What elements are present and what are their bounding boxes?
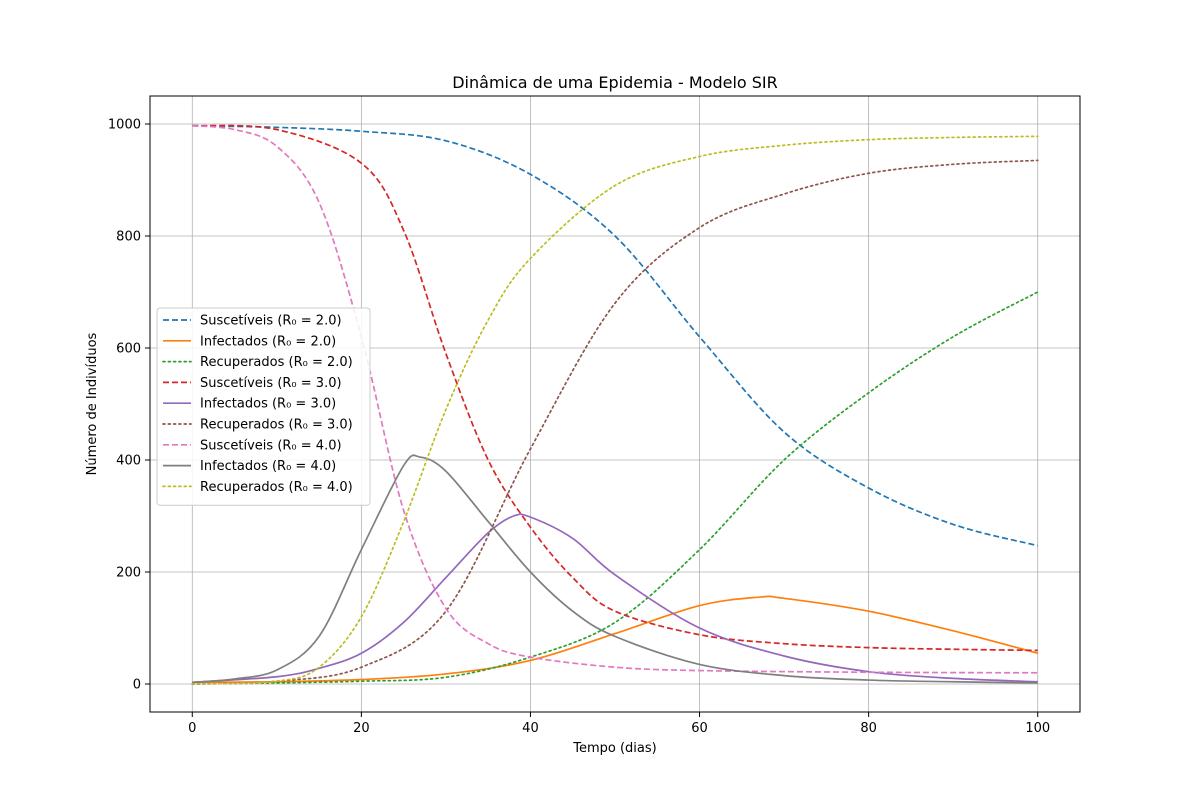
y-axis-label: Número de Indivíduos [85,332,100,475]
legend-label: Suscetíveis (R₀ = 3.0) [200,376,342,391]
chart-title: Dinâmica de uma Epidemia - Modelo SIR [452,73,778,92]
y-tick-label: 600 [116,342,141,357]
x-tick-label: 20 [353,721,370,736]
axes-frame [149,95,1081,713]
legend: Suscetíveis (R₀ = 2.0) Infectados (R₀ = 2… [156,307,371,506]
legend-label: Suscetíveis (R₀ = 2.0) [200,314,342,329]
series-line-0 [192,124,1038,547]
series-line-4 [192,513,1038,684]
series-line-2 [191,291,1039,685]
legend-label: Infectados (R₀ = 4.0) [200,459,336,474]
legend-label: Suscetíveis (R₀ = 4.0) [200,438,342,453]
series-lines [191,124,1039,685]
legend-label: Recuperados (R₀ = 2.0) [200,355,353,370]
series-line-6 [192,124,1038,674]
legend-box [156,307,371,506]
y-tick-label: 800 [116,230,141,245]
x-tick-label: 40 [522,721,539,736]
y-tick-label: 0 [133,678,141,693]
x-axis-label: Tempo (dias) [572,741,656,756]
x-tick-label: 100 [1025,721,1050,736]
x-tick-label: 80 [860,721,877,736]
x-tick-label: 0 [188,721,196,736]
series-line-8 [191,135,1039,685]
legend-label: Recuperados (R₀ = 4.0) [200,480,353,495]
series-line-3 [192,124,1038,652]
x-tick-label: 60 [691,721,708,736]
legend-label: Infectados (R₀ = 3.0) [200,397,336,412]
legend-label: Recuperados (R₀ = 3.0) [200,418,353,433]
series-line-7 [192,454,1038,684]
series-line-1 [192,595,1038,684]
y-tick-label: 200 [116,566,141,581]
y-tick-label: 1000 [108,118,141,133]
legend-label: Infectados (R₀ = 2.0) [200,334,336,349]
y-tick-label: 400 [116,454,141,469]
